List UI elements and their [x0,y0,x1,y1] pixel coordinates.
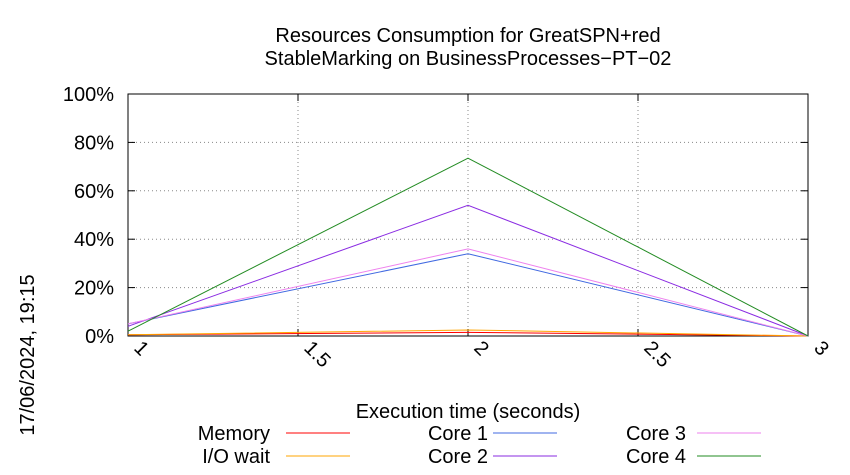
y-tick-label: 20% [74,278,114,300]
x-tick-label: 1.5 [299,337,334,372]
x-tick-label: 2 [469,337,492,360]
series-lines [127,157,809,337]
y-tick-label: 40% [74,229,114,251]
x-tick-label: 3 [809,337,832,360]
chart-title-line1: Resources Consumption for GreatSPN+red [275,25,660,47]
chart-title-line2: StableMarking on BusinessProcesses−PT−02 [265,48,672,70]
series-line-core-2 [127,204,809,337]
y-tick-label: 100% [63,84,114,106]
x-tick-label: 2.5 [639,337,674,372]
axis-ticks: 0% 20% 40% 60% 80% 100% 1 1.5 2 2.5 3 [63,84,833,372]
series-line-core-4 [127,157,809,337]
y-tick-label: 60% [74,181,114,203]
series-line-core-3 [127,248,809,337]
x-axis-label: Execution time (seconds) [356,401,581,423]
legend-label: Memory [198,423,270,445]
series-line-memory [127,331,809,337]
legend-label: Core 3 [626,423,686,445]
legend-label: I/O wait [202,446,270,468]
x-tick-label: 1 [129,337,152,360]
series-line-core-1 [127,253,809,337]
legend-label: Core 2 [428,446,488,468]
grid [128,93,808,336]
legend-label: Core 4 [626,446,686,468]
series-line-i-o-wait [127,329,809,337]
timestamp-label: 17/06/2024, 19:15 [17,274,39,435]
y-tick-label: 0% [85,326,114,348]
y-tick-label: 80% [74,132,114,154]
legend-label: Core 1 [428,423,488,445]
